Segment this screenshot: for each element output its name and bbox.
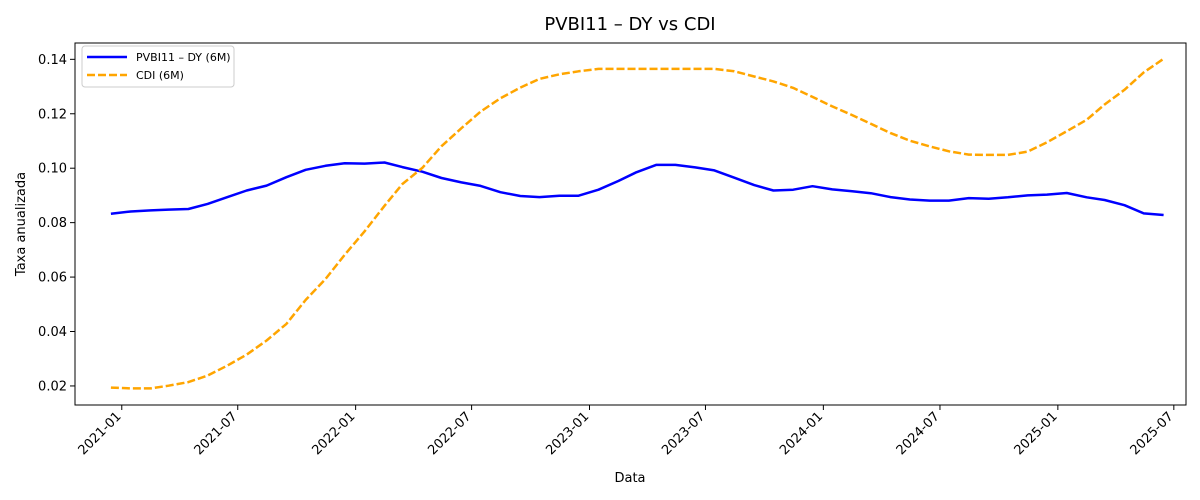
y-axis-label: Taxa anualizada	[14, 172, 29, 277]
y-tick-label: 0.02	[38, 379, 67, 394]
series-lines	[110, 57, 1165, 390]
series-line-cdi	[110, 57, 1165, 390]
legend: PVBI11 – DY (6M) CDI (6M)	[81, 45, 235, 88]
plot-frame	[74, 42, 1187, 406]
y-tick-label: 0.04	[38, 325, 67, 340]
series-line-dy	[110, 161, 1164, 217]
legend-label-dy: PVBI11 – DY (6M)	[136, 51, 231, 64]
y-tick-label: 0.14	[38, 53, 67, 68]
chart-title: PVBI11 – DY vs CDI	[544, 14, 715, 35]
y-tick-label: 0.06	[38, 271, 67, 286]
legend-label-cdi: CDI (6M)	[136, 69, 184, 82]
y-tick-label: 0.08	[38, 216, 67, 231]
y-axis: 0.02 0.04 0.06 0.08 0.10 0.12 0.14	[38, 53, 75, 394]
x-axis-label: Data	[614, 471, 645, 486]
y-tick-label: 0.12	[38, 107, 67, 122]
y-tick-label: 0.10	[38, 162, 67, 177]
